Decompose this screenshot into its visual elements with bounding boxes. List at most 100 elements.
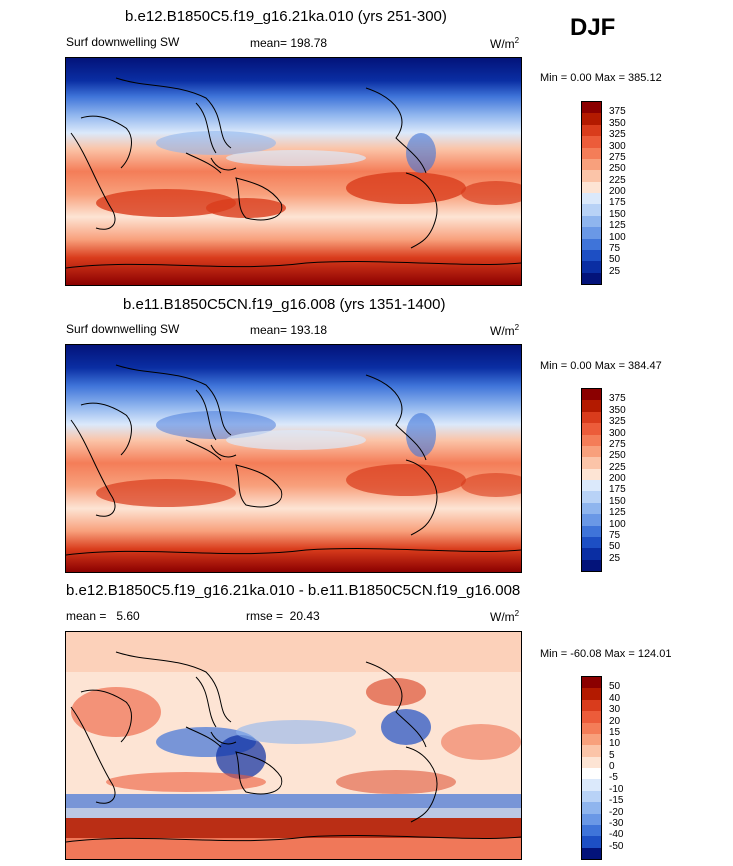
colorbar-tick-label: 125 xyxy=(609,507,626,519)
colorbar-swatch xyxy=(582,158,601,171)
panel2-mean-label: mean= 193.18 xyxy=(250,323,328,337)
colorbar-tick-label: -50 xyxy=(609,840,624,852)
panel2-title: b.e11.B1850C5CN.f19_g16.008 (yrs 1351-14… xyxy=(123,296,446,313)
colorbar-swatch xyxy=(582,836,601,848)
colorbar-swatch xyxy=(582,389,601,401)
colorbar-swatch xyxy=(582,181,601,193)
colorbar-swatch xyxy=(582,514,601,526)
panel3-title: b.e12.B1850C5.f19_g16.21ka.010 - b.e11.B… xyxy=(66,582,521,599)
colorbar-swatch xyxy=(582,170,601,182)
panel2-map xyxy=(65,344,522,573)
colorbar-swatch xyxy=(582,400,601,412)
colorbar-swatch xyxy=(582,215,601,228)
colorbar-swatch xyxy=(582,434,601,446)
colorbar-tick-label: 275 xyxy=(609,438,626,450)
colorbar-tick-label: 150 xyxy=(609,208,626,220)
colorbar-swatch xyxy=(582,790,601,803)
colorbar-swatch xyxy=(582,525,601,537)
colorbar-tick-label: -40 xyxy=(609,829,624,841)
colorbar-tick-label: 225 xyxy=(609,461,626,473)
colorbar-tick-label: 25 xyxy=(609,552,621,564)
colorbar-tick-label: 75 xyxy=(609,242,621,254)
panel1-minmax: Min = 0.00 Max = 385.12 xyxy=(540,72,662,84)
panel3-map xyxy=(65,631,522,860)
colorbar-tick-label: 20 xyxy=(609,715,621,727)
colorbar-swatch xyxy=(582,480,601,492)
colorbar-tick-label: 200 xyxy=(609,186,626,197)
panel2-variable-label: Surf downwelling SW xyxy=(66,322,180,336)
colorbar-tick-label: 325 xyxy=(609,416,626,428)
colorbar-tick-label: 250 xyxy=(609,450,626,462)
colorbar-tick-label: 275 xyxy=(609,151,626,163)
colorbar-swatch xyxy=(582,847,601,859)
colorbar-tick-label: 175 xyxy=(609,484,626,496)
colorbar-tick-label: 15 xyxy=(609,726,621,738)
colorbar-tick-label: 375 xyxy=(609,393,626,405)
colorbar-swatch xyxy=(582,113,601,125)
colorbar-swatch xyxy=(582,548,601,560)
colorbar-swatch xyxy=(582,722,601,734)
panel3-minmax: Min = -60.08 Max = 124.01 xyxy=(540,648,672,660)
colorbar-swatch xyxy=(582,147,601,159)
colorbar-tick-label: -30 xyxy=(609,817,624,829)
colorbar-tick-label: 325 xyxy=(609,129,626,141)
colorbar-swatch xyxy=(582,468,601,480)
colorbar-tick-label: 225 xyxy=(609,174,626,186)
colorbar-tick-label: 50 xyxy=(609,541,621,553)
colorbar-tick-label: 100 xyxy=(609,231,626,243)
colorbar-tick-label: 5 xyxy=(609,749,615,761)
colorbar-swatch xyxy=(582,824,601,837)
colorbar-swatch xyxy=(582,124,601,137)
panel1-map xyxy=(65,57,522,286)
colorbar-swatch xyxy=(582,768,601,780)
colorbar-swatch xyxy=(582,261,601,273)
colorbar-tick-label: 375 xyxy=(609,106,626,118)
colorbar-swatch xyxy=(582,423,601,435)
colorbar-swatch xyxy=(582,745,601,757)
colorbar-swatch xyxy=(582,102,601,114)
colorbar-swatch xyxy=(582,227,601,239)
colorbar-tick-label: 50 xyxy=(609,254,621,266)
panel3-rmse-label: rmse = 20.43 xyxy=(246,609,320,623)
colorbar-tick-label: 0 xyxy=(609,761,615,772)
colorbar-swatch xyxy=(582,699,601,712)
colorbar-swatch xyxy=(582,272,601,284)
panel2-colorbar-labels: 375 350 325 300 275 250 225 200 175 150 125 100 75 50… xyxy=(609,388,649,570)
colorbar-swatch xyxy=(582,445,601,458)
colorbar-tick-label: 250 xyxy=(609,163,626,175)
colorbar-tick-label: 100 xyxy=(609,518,626,530)
colorbar-swatch xyxy=(582,813,601,825)
colorbar-swatch xyxy=(582,193,601,205)
colorbar-swatch xyxy=(582,733,601,746)
panel2-units: W/m2 xyxy=(490,323,520,338)
season-label: DJF xyxy=(570,14,616,41)
panel2-minmax: Min = 0.00 Max = 384.47 xyxy=(540,360,662,372)
colorbar-tick-label: 25 xyxy=(609,265,621,277)
colorbar-tick-label: -5 xyxy=(609,772,618,784)
colorbar-swatch xyxy=(582,536,601,549)
panel3-colorbar xyxy=(581,676,602,860)
panel3-mean-label: mean = 5.60 xyxy=(66,609,140,623)
colorbar-swatch xyxy=(582,756,601,768)
colorbar-tick-label: 75 xyxy=(609,529,621,541)
colorbar-swatch xyxy=(582,802,601,814)
panel2-colorbar xyxy=(581,388,602,572)
colorbar-swatch xyxy=(582,559,601,571)
panel3-units: W/m2 xyxy=(490,609,520,624)
colorbar-tick-label: 200 xyxy=(609,473,626,484)
colorbar-tick-label: 10 xyxy=(609,738,621,750)
colorbar-swatch xyxy=(582,249,601,262)
panel1-colorbar xyxy=(581,101,602,285)
colorbar-swatch xyxy=(582,688,601,700)
colorbar-tick-label: 30 xyxy=(609,704,621,716)
colorbar-tick-label: 150 xyxy=(609,495,626,507)
colorbar-tick-label: 300 xyxy=(609,140,626,152)
colorbar-tick-label: 350 xyxy=(609,117,626,129)
colorbar-tick-label: 350 xyxy=(609,404,626,416)
colorbar-swatch xyxy=(582,204,601,216)
panel1-colorbar-labels: 375 350 325 300 275 250 225 200 175 150 125 100 75 50… xyxy=(609,101,649,283)
colorbar-swatch xyxy=(582,779,601,791)
panel1-units: W/m2 xyxy=(490,36,520,51)
colorbar-tick-label: -10 xyxy=(609,783,624,795)
colorbar-tick-label: -15 xyxy=(609,795,624,807)
